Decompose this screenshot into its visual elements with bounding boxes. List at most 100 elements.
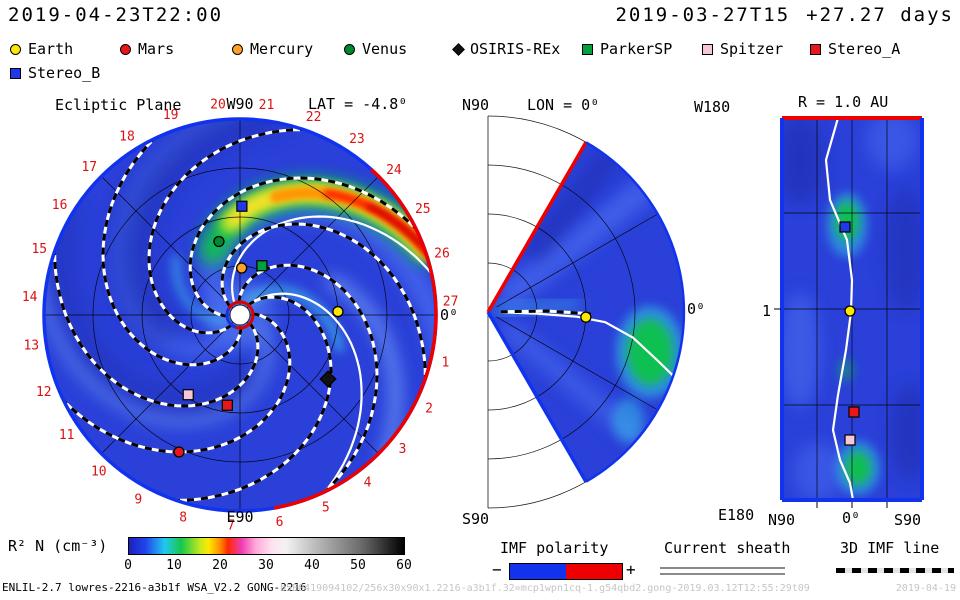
imf-line xyxy=(147,128,320,335)
mercury-icon xyxy=(232,43,243,55)
stereo-a-icon xyxy=(810,43,821,55)
legend-label-osiris-rex: OSIRIS-REx xyxy=(470,40,561,58)
mars-icon xyxy=(120,43,131,55)
colorbar-tick: 50 xyxy=(350,558,366,573)
body-marker-venus xyxy=(213,235,225,248)
body-marker-mercury xyxy=(235,262,248,274)
legend-item-mercury: Mercury xyxy=(232,40,313,58)
meridional-s90-label: S90 xyxy=(462,510,490,528)
imf-line xyxy=(160,295,333,502)
current-sheath-label: Current sheath xyxy=(664,539,791,557)
north-boundary-positive xyxy=(486,141,588,313)
legend-item-spitzer: Spitzer xyxy=(702,40,783,58)
carrington-day-label: 8 xyxy=(179,511,187,526)
current-sheet-line xyxy=(500,311,675,377)
carrington-day-label: 4 xyxy=(364,476,372,491)
legend-label-stereo-a: Stereo_A xyxy=(828,40,901,58)
colorbar-tick: 10 xyxy=(166,558,182,573)
imf-line xyxy=(52,312,292,454)
model-version-text: ENLIL-2.7 lowres-2216-a3b1f WSA_V2.2 GON… xyxy=(2,581,307,594)
current-sheet-line xyxy=(230,215,436,304)
body-marker-osiris-rex xyxy=(319,370,337,388)
sphere-s90-label: S90 xyxy=(894,511,922,529)
spitzer-icon xyxy=(702,43,713,55)
legend-label-stereo-b: Stereo_B xyxy=(28,64,101,82)
run-start-time: 2019-03-27T15 xyxy=(615,4,791,26)
inner-boundary-negative xyxy=(225,307,237,329)
legend-item-stereo-b: Stereo_B xyxy=(10,64,100,82)
body-marker-stereo-b xyxy=(236,200,248,212)
ecliptic-lat-label: LAT = -4.8⁰ xyxy=(308,95,408,113)
legend-item-mars: Mars xyxy=(120,40,174,58)
legend-item-stereo-a: Stereo_A xyxy=(810,40,900,58)
colorbar-label: R² N (cm⁻³) xyxy=(8,537,108,555)
imf-line xyxy=(220,222,427,395)
elapsed-days: +27.27 days xyxy=(806,4,954,26)
legend-item-earth: Earth xyxy=(10,40,73,58)
body-marker-parkersp xyxy=(256,260,268,272)
osiris-rex-icon xyxy=(452,42,465,56)
earth-icon xyxy=(10,43,21,55)
carrington-day-label: 9 xyxy=(134,492,142,507)
legend-item-osiris-rex: OSIRIS-REx xyxy=(452,40,561,58)
legend-item-venus: Venus xyxy=(344,40,407,58)
body-marker-spitzer xyxy=(844,434,856,446)
ecliptic-e90-label: E90 xyxy=(226,508,254,526)
legend-label-venus: Venus xyxy=(362,40,408,58)
carrington-day-label: 22 xyxy=(306,110,322,125)
legend-label-mars: Mars xyxy=(138,40,175,58)
carrington-day-label: 10 xyxy=(91,464,107,479)
colorbar-tick: 20 xyxy=(212,558,228,573)
legend-label-earth: Earth xyxy=(28,40,74,58)
meridional-n90-label: N90 xyxy=(462,96,490,114)
ecliptic-zero-lon-label: 0⁰ xyxy=(440,306,459,324)
body-marker-earth xyxy=(580,311,592,323)
carrington-day-label: 23 xyxy=(349,132,365,147)
density-colorbar xyxy=(128,537,405,555)
stereo-b-icon xyxy=(10,67,21,79)
colorbar-tick: 0 xyxy=(124,558,132,573)
sphere-n90-label: N90 xyxy=(768,511,796,529)
imf-line xyxy=(500,309,591,316)
carrington-day-label: 20 xyxy=(210,98,226,113)
carrington-day-label: 19 xyxy=(163,108,179,123)
legend-label-mercury: Mercury xyxy=(250,40,314,58)
body-marker-mars xyxy=(173,446,185,458)
imf-minus-sign: − xyxy=(492,560,502,579)
carrington-day-label: 26 xyxy=(434,247,450,262)
colorbar-tick: 40 xyxy=(304,558,320,573)
run-start-and-elapsed: 2019-03-27T15 +27.27 days xyxy=(615,4,954,26)
imf-polarity-bar xyxy=(509,563,623,580)
imf-line xyxy=(101,127,243,367)
meridional-panel-title: LON = 0⁰ xyxy=(527,96,600,114)
carrington-day-label: 13 xyxy=(23,338,39,353)
current-sheet-line xyxy=(247,292,363,501)
carrington-day-label: 1 xyxy=(441,356,449,371)
carrington-day-label: 14 xyxy=(22,290,38,305)
body-marker-earth xyxy=(332,305,344,318)
body-marker-stereo-b xyxy=(839,221,851,233)
run-id-text: b5E0419094102/256x30x90x1.2216-a3b1f.32=… xyxy=(280,583,810,594)
parkersp-icon xyxy=(582,43,593,55)
outer-boundary-positive xyxy=(273,168,438,510)
simulation-time: 2019-04-23T22:00 xyxy=(8,4,224,26)
current-sheath-sample-icon xyxy=(660,567,785,575)
body-marker-spitzer xyxy=(182,389,194,401)
legend-label-parkersp: ParkerSP xyxy=(600,40,673,58)
colorbar-tick: 30 xyxy=(258,558,274,573)
carrington-day-label: 3 xyxy=(399,442,407,457)
colorbar-tick: 60 xyxy=(396,558,412,573)
sun-icon xyxy=(229,304,251,326)
sphere-e180-label: E180 xyxy=(718,506,755,524)
current-sheet-line xyxy=(824,118,855,500)
carrington-day-label: 11 xyxy=(59,428,75,443)
imf-plus-sign: + xyxy=(626,560,636,579)
meridional-zero-label: 0⁰ xyxy=(687,300,706,318)
imf-polarity-label: IMF polarity xyxy=(500,539,609,557)
carrington-day-label: 27 xyxy=(443,294,459,309)
south-boundary-negative xyxy=(486,311,588,483)
carrington-day-label: 16 xyxy=(52,198,68,213)
imf-line-label: 3D IMF line xyxy=(840,539,940,557)
